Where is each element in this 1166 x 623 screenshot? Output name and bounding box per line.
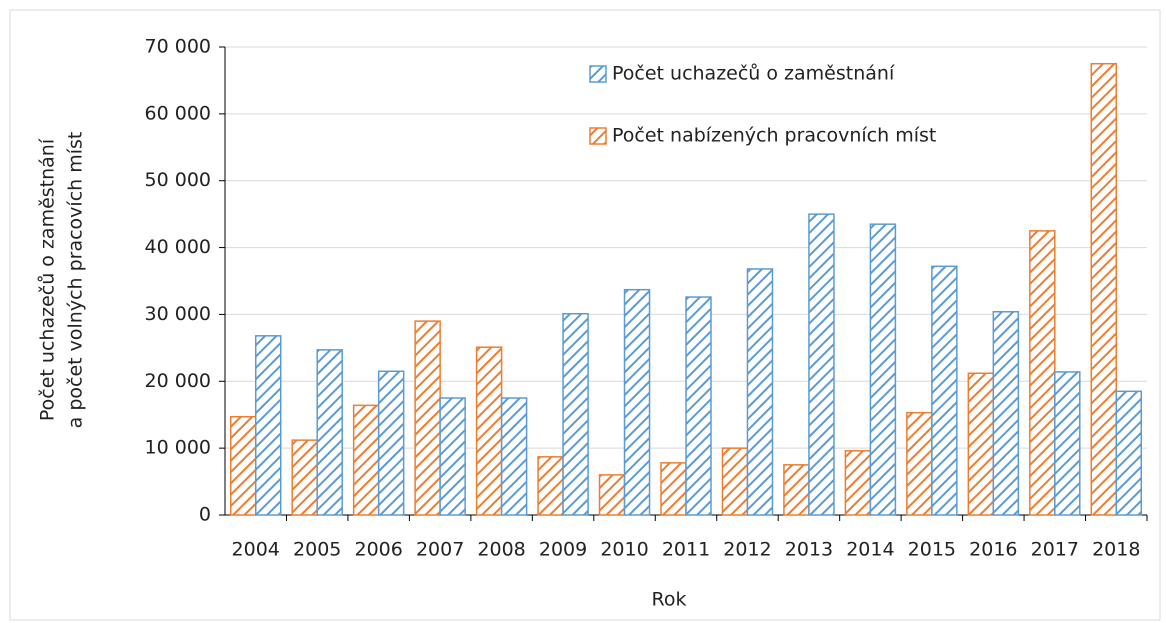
bar bbox=[992, 311, 1020, 516]
legend-swatch bbox=[589, 127, 607, 145]
x-tick-label: 2005 bbox=[293, 539, 341, 561]
bar bbox=[844, 450, 872, 516]
y-tick-label: 30 000 bbox=[145, 303, 211, 325]
bar bbox=[414, 320, 441, 516]
y-axis-title-line: a počet volných pracovích míst bbox=[65, 132, 87, 429]
y-tick-label: 60 000 bbox=[145, 102, 211, 124]
bar bbox=[967, 372, 995, 516]
bar bbox=[869, 223, 897, 516]
bar bbox=[598, 474, 626, 516]
bar bbox=[685, 296, 712, 516]
bar bbox=[623, 288, 651, 516]
y-axis-title: Počet uchazečů o zaměstnání a počet voln… bbox=[37, 132, 87, 429]
x-tick-label: 2009 bbox=[539, 539, 587, 561]
bar bbox=[439, 397, 466, 516]
x-tick-label: 2007 bbox=[416, 539, 464, 561]
bar bbox=[352, 404, 380, 516]
x-tick-label: 2013 bbox=[785, 539, 833, 561]
bar bbox=[1090, 62, 1118, 516]
y-tick-label: 0 bbox=[199, 504, 211, 526]
bar bbox=[254, 335, 282, 516]
legend-label: Počet nabízených pracovních míst bbox=[612, 125, 936, 147]
y-tick-label: 50 000 bbox=[145, 169, 211, 191]
x-axis-title: Rok bbox=[652, 589, 687, 611]
x-tick-label: 2004 bbox=[232, 539, 280, 561]
x-tick-label: 2017 bbox=[1031, 539, 1079, 561]
x-tick-label: 2011 bbox=[662, 539, 710, 561]
bar bbox=[721, 447, 749, 516]
x-tick-label: 2015 bbox=[908, 539, 956, 561]
x-tick-label: 2010 bbox=[600, 539, 648, 561]
bar bbox=[1054, 371, 1081, 516]
bar bbox=[746, 268, 774, 516]
y-tick-label: 10 000 bbox=[145, 437, 211, 459]
y-axis-title-line: Počet uchazečů o zaměstnání bbox=[37, 138, 59, 421]
bar bbox=[500, 397, 528, 516]
x-tick-label: 2014 bbox=[846, 539, 894, 561]
bar bbox=[291, 439, 318, 516]
bar bbox=[1029, 230, 1056, 516]
bar bbox=[931, 265, 958, 516]
legend-swatch bbox=[589, 65, 607, 83]
x-tick-label: 2006 bbox=[354, 539, 402, 561]
bar bbox=[808, 213, 835, 516]
legend-label: Počet uchazečů o zaměstnání bbox=[612, 63, 895, 85]
x-tick-label: 2012 bbox=[723, 539, 771, 561]
bar bbox=[316, 349, 343, 516]
bar bbox=[562, 313, 589, 516]
bar bbox=[229, 415, 257, 516]
x-tick-label: 2008 bbox=[477, 539, 525, 561]
y-tick-label: 20 000 bbox=[145, 370, 211, 392]
bar bbox=[475, 346, 503, 516]
y-tick-label: 40 000 bbox=[145, 236, 211, 258]
x-tick-label: 2018 bbox=[1092, 539, 1140, 561]
x-tick-label: 2016 bbox=[969, 539, 1017, 561]
bar bbox=[783, 464, 810, 516]
bar bbox=[906, 411, 933, 516]
bar bbox=[537, 456, 564, 516]
bar bbox=[1115, 390, 1143, 516]
y-tick-label: 70 000 bbox=[145, 36, 211, 58]
bar bbox=[377, 370, 405, 516]
bar bbox=[660, 462, 687, 516]
